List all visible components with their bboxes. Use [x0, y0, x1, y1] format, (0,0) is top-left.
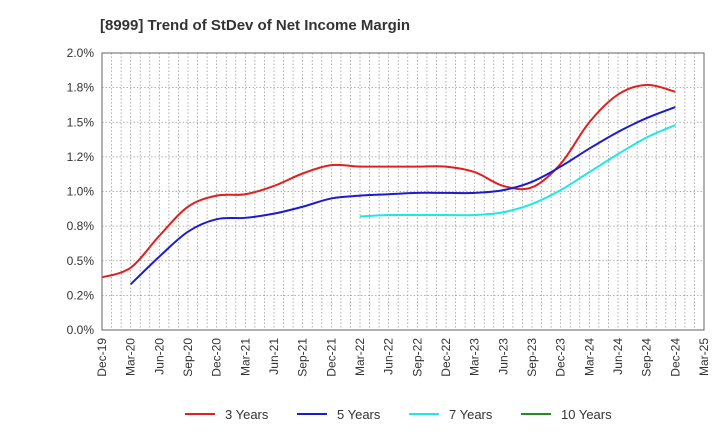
- x-tick-label: Jun-23: [496, 338, 510, 375]
- x-tick-label: Mar-20: [124, 338, 138, 376]
- x-tick-label: Dec-20: [210, 338, 224, 377]
- y-tick-label: 2.0%: [67, 46, 95, 60]
- x-tick-label: Jun-24: [611, 338, 625, 375]
- series-layer: [101, 83, 676, 286]
- x-tick-label: Dec-23: [554, 338, 568, 377]
- series-line-5-years: [129, 106, 676, 286]
- plot-area-frame: [101, 52, 705, 331]
- legend-label-3-years: 3 Years: [225, 407, 269, 422]
- y-tick-label: 0.8%: [67, 219, 95, 233]
- grid-lines: [102, 53, 704, 330]
- chart-title: [8999] Trend of StDev of Net Income Marg…: [100, 17, 410, 34]
- x-tick-label: Dec-21: [324, 338, 338, 377]
- series-line-7-years: [359, 124, 676, 218]
- legend-label-7-years: 7 Years: [449, 407, 493, 422]
- y-tick-label: 0.0%: [67, 323, 95, 337]
- x-tick-label: Mar-22: [353, 338, 367, 376]
- x-tick-label: Jun-20: [152, 338, 166, 375]
- y-tick-label: 1.8%: [67, 81, 95, 95]
- y-tick-label: 1.0%: [67, 185, 95, 199]
- x-tick-label: Sep-22: [410, 338, 424, 377]
- x-tick-label: Sep-21: [296, 338, 310, 377]
- x-tick-label: Mar-23: [468, 338, 482, 376]
- x-tick-label: Mar-21: [238, 338, 252, 376]
- x-tick-label: Jun-21: [267, 338, 281, 375]
- x-tick-label: Sep-24: [640, 338, 654, 377]
- x-tick-label: Mar-24: [582, 338, 596, 376]
- x-tick-label: Mar-25: [697, 338, 711, 376]
- y-tick-label: 0.2%: [67, 288, 95, 302]
- x-tick-label: Dec-24: [668, 338, 682, 377]
- legend: 3 Years 5 Years 7 Years 10 Years: [185, 407, 612, 422]
- x-tick-label: Dec-22: [439, 338, 453, 377]
- y-tick-label: 1.2%: [67, 150, 95, 164]
- legend-label-10-years: 10 Years: [561, 407, 612, 422]
- legend-label-5-years: 5 Years: [337, 407, 381, 422]
- x-axis-ticks: Dec-19 Mar-20 Jun-20 Sep-20 Dec-20 Mar-21 Jun-…: [95, 338, 711, 377]
- x-tick-label: Sep-23: [525, 338, 539, 377]
- y-tick-label: 0.5%: [67, 254, 95, 268]
- x-tick-label: Sep-20: [181, 338, 195, 377]
- y-axis-ticks: 0.0% 0.2% 0.5% 0.8% 1.0% 1.2% 1.5% 1.8% 2.0%: [67, 46, 95, 337]
- series-line-3-years: [101, 83, 676, 279]
- x-tick-label: Jun-22: [382, 338, 396, 375]
- y-tick-label: 1.5%: [67, 115, 95, 129]
- x-tick-label: Dec-19: [95, 338, 109, 377]
